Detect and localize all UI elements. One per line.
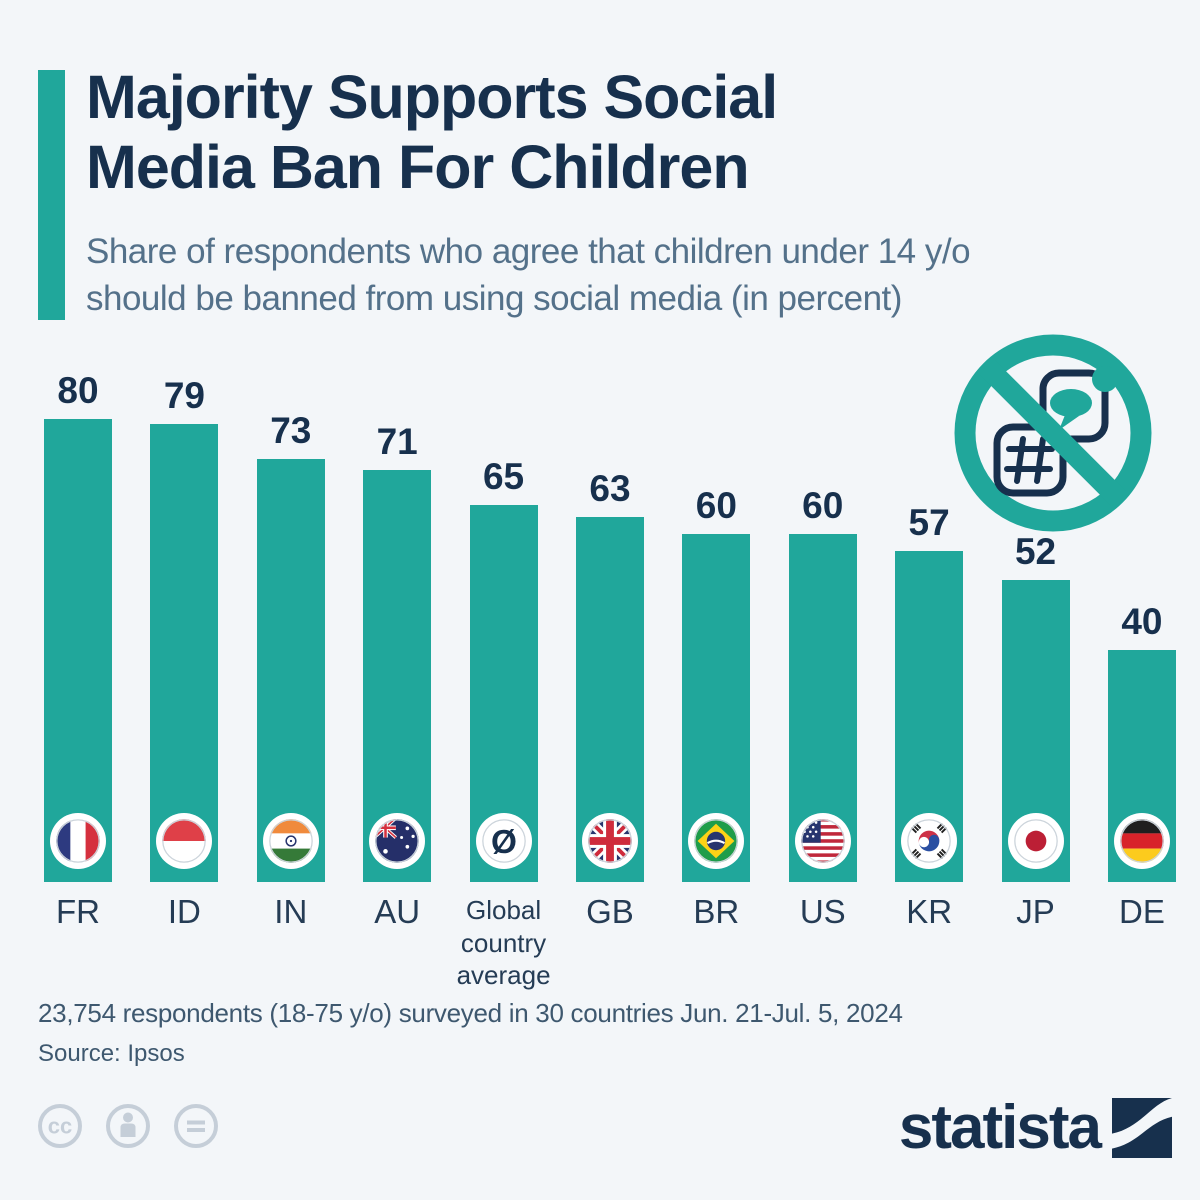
bar-value-label: 73 xyxy=(270,410,312,451)
bar-value-label: 71 xyxy=(376,421,418,462)
country-label: US xyxy=(799,893,846,930)
country-label: BR xyxy=(693,893,740,930)
svg-text:Ø: Ø xyxy=(491,824,517,861)
flag-fr-icon xyxy=(50,813,106,869)
statista-logo: statista xyxy=(899,1092,1172,1163)
country-label: FR xyxy=(56,893,100,930)
no-social-media-icon xyxy=(954,334,1152,532)
flag-jp-icon xyxy=(1007,813,1064,869)
bar xyxy=(682,534,751,882)
country-label: DE xyxy=(1118,893,1165,930)
bar-column: 71 AU xyxy=(363,370,432,930)
bar-value-label: 52 xyxy=(1014,531,1057,572)
bar-value-label: 79 xyxy=(163,375,205,416)
bar-column: 60 US xyxy=(788,370,857,930)
page-title: Majority Supports Social Media Ban For C… xyxy=(86,62,1086,202)
flag-gb-icon xyxy=(581,813,638,869)
country-label: JP xyxy=(1016,893,1055,930)
flag-au-icon xyxy=(369,813,426,869)
bar xyxy=(256,459,325,882)
country-label: IN xyxy=(274,893,308,930)
bar-value-label: 80 xyxy=(57,370,99,411)
bar-column: 40 DE xyxy=(1107,370,1176,930)
country-label: AU xyxy=(374,893,421,930)
country-label: KR xyxy=(906,893,953,930)
flag-us-icon xyxy=(794,813,851,869)
flag-kr-icon xyxy=(901,813,958,869)
bar: Ø xyxy=(469,505,538,882)
title-accent-bar xyxy=(38,70,65,320)
flag-de-icon xyxy=(1113,813,1170,869)
flag-global-icon: Ø xyxy=(475,813,532,869)
bar-chart: 80 FR 79 ID 73 IN xyxy=(44,370,1176,990)
cc-icon: cc xyxy=(38,1104,82,1148)
subtitle-line-2: should be banned from using social media… xyxy=(86,279,902,318)
bar-column: 57 KR xyxy=(895,370,964,930)
title-line-1: Majority Supports Social xyxy=(86,63,778,131)
bar-value-label: 63 xyxy=(589,468,631,509)
flag-id-icon xyxy=(156,813,213,869)
bar xyxy=(575,517,644,882)
bar-value-label: 60 xyxy=(695,485,737,526)
svg-text:cc: cc xyxy=(48,1114,72,1139)
bar xyxy=(1001,580,1070,882)
bar-value-label: 60 xyxy=(802,485,844,526)
survey-note: 23,754 respondents (18-75 y/o) surveyed … xyxy=(38,998,903,1028)
bar xyxy=(363,470,432,882)
bar xyxy=(895,551,964,882)
bar-value-label: 65 xyxy=(482,456,525,497)
bar-column: 65 Ø Global country average xyxy=(457,370,551,990)
bar-value-label: 40 xyxy=(1121,601,1163,642)
flag-br-icon xyxy=(688,813,745,869)
cc-nd-equals-icon xyxy=(174,1104,218,1148)
chat-app-icon xyxy=(1039,366,1118,443)
subtitle-line-1: Share of respondents who agree that chil… xyxy=(86,232,971,271)
source-text: Source: Ipsos xyxy=(38,1040,185,1067)
bar xyxy=(788,534,857,882)
statista-logo-mark xyxy=(1112,1097,1172,1158)
flag-in-icon xyxy=(262,813,319,869)
country-label: ID xyxy=(167,893,201,930)
bar xyxy=(1107,650,1176,882)
bar-value-label: 57 xyxy=(908,502,950,543)
bar xyxy=(44,419,112,882)
bar-column: 80 FR xyxy=(44,370,112,930)
statista-wordmark: statista xyxy=(898,1093,1102,1162)
title-line-2: Media Ban For Children xyxy=(86,133,750,201)
page-subtitle: Share of respondents who agree that chil… xyxy=(86,228,1126,322)
bar-column: 52 JP xyxy=(1001,370,1070,930)
bar-column: 79 ID xyxy=(150,370,219,930)
bar-column: 73 IN xyxy=(256,370,325,930)
license-icons: cc xyxy=(36,1102,220,1150)
country-label: GB xyxy=(586,893,634,930)
cc-by-person-icon xyxy=(106,1104,150,1148)
country-label: Global country average xyxy=(456,895,551,990)
hashtag-app-icon xyxy=(993,423,1067,497)
bar xyxy=(150,424,219,882)
bar-column: 63 GB xyxy=(575,370,644,930)
bar-column: 60 BR xyxy=(682,370,751,930)
